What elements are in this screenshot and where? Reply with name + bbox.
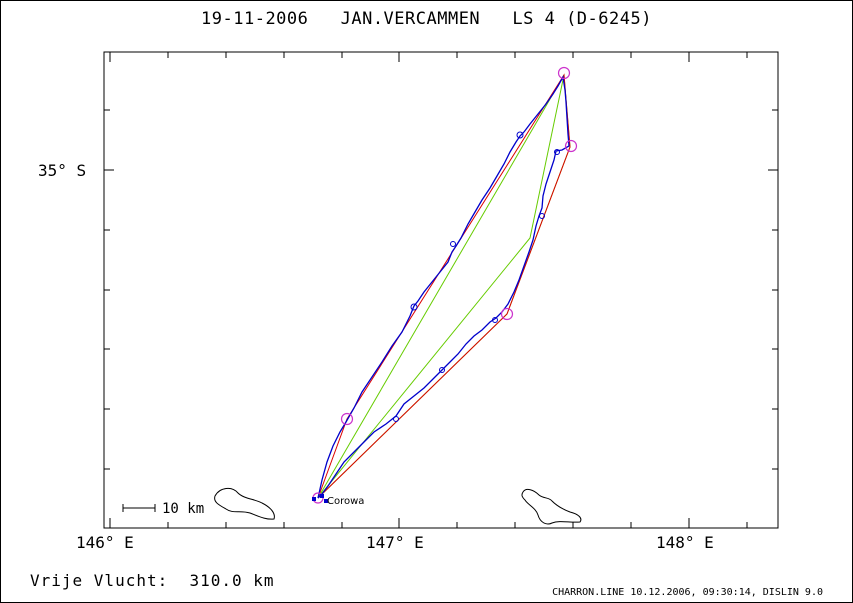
task-line — [317, 73, 571, 499]
lon-label-148e: 148° E — [656, 533, 714, 552]
lake-outline-right — [521, 488, 582, 525]
turnpoint-circle — [557, 66, 571, 80]
right-ticks — [768, 109, 778, 470]
turnpoint-circle — [340, 412, 354, 426]
plot-area — [103, 51, 779, 529]
gps-track — [317, 75, 570, 499]
distance-value: 310.0 km — [189, 571, 275, 590]
fai-triangle — [317, 73, 571, 499]
glider-name: LS 4 (D-6245) — [512, 9, 652, 29]
distance-label: Vrije Vlucht: — [30, 571, 169, 590]
turnpoint-circle — [564, 139, 578, 153]
top-ticks — [109, 52, 748, 62]
scale-bar-label: 10 km — [162, 501, 204, 517]
software-credit: CHARRON.LINE 10.12.2006, 09:30:14, DISLI… — [552, 587, 823, 598]
airfield-marker-icon — [312, 494, 328, 503]
flight-title: 19-11-2006 JAN.VERCAMMEN LS 4 (D-6245) — [0, 9, 853, 29]
pilot-name: JAN.VERCAMMEN — [340, 9, 481, 29]
lon-label-147e: 147° E — [366, 533, 424, 552]
free-flight-distance: Vrije Vlucht: 310.0 km — [30, 571, 275, 590]
turnpoint-circle — [500, 307, 514, 321]
left-ticks — [104, 109, 114, 470]
flight-date: 19-11-2006 — [201, 9, 309, 29]
lat-label-35s: 35° S — [38, 161, 86, 180]
thermal-circles — [393, 131, 560, 422]
place-label-corowa: Corowa — [327, 496, 364, 507]
lake-outline-left — [214, 488, 275, 520]
bottom-ticks — [109, 518, 748, 528]
lon-label-146e: 146° E — [76, 533, 134, 552]
scale-bar — [122, 504, 156, 512]
